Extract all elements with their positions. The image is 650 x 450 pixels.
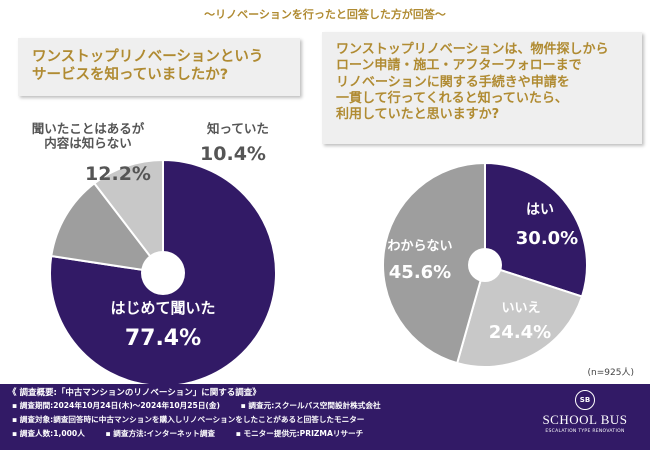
slice-label-1-2: 聞いたことはあるが内容は知らない xyxy=(32,121,145,151)
logo-tagline: ESCALATION TYPE RENOVATION xyxy=(545,429,625,434)
pie-slice-2-2 xyxy=(455,263,584,368)
pie-slice-1-3 xyxy=(92,158,164,276)
question-2-box: ワンストップリノベーションは、物件探しから ローン申請・施工・アフターフォローま… xyxy=(322,32,642,144)
survey-period: ▪ 調査期間:2024年10月24日(木)〜2024年10月25日(金) xyxy=(12,401,220,410)
slice-label-line: 内容は知らない xyxy=(44,136,132,151)
slice-value-2-1: 30.0% xyxy=(516,228,578,249)
slice-label-1-1: はじめて聞いた xyxy=(110,299,215,317)
footer-row: ▪ 調査期間:2024年10月24日(木)〜2024年10月25日(金) ▪ 調… xyxy=(12,400,399,411)
slice-label-2-2: いいえ xyxy=(501,301,540,316)
pie-slice-2-1 xyxy=(484,161,588,298)
logo-mark: SB xyxy=(575,390,595,410)
sample-size-note: (n=925人) xyxy=(587,368,634,378)
question-1-box: ワンストップリノベーションという サービスを知っていましたか? xyxy=(18,38,300,96)
pie-slice-1-1 xyxy=(49,158,277,387)
slice-value-2-2: 24.4% xyxy=(489,322,551,343)
school-bus-logo: SB SCHOOL BUS ESCALATION TYPE RENOVATION xyxy=(540,390,630,434)
footer-row: ▪ 調査人数:1,000人 ▪ 調査方法:インターネット調査 ▪ モニター提供元… xyxy=(12,428,381,439)
survey-method: ▪ 調査方法:インターネット調査 xyxy=(105,429,216,438)
slice-value-1-1: 77.4% xyxy=(125,326,201,351)
donut-chart-2: はい 30.0% いいえ 24.4% わからない 45.6% xyxy=(382,161,588,368)
survey-target: ▪ 調査対象:調査回答時に中古マンションを購入しリノベーションをしたことがあると… xyxy=(12,415,365,424)
survey-summary-footer: 《 調査概要:「中古マンションのリノベーション」に関する調査》 ▪ 調査期間:2… xyxy=(0,384,650,450)
donut-chart-1: はじめて聞いた 77.4% 聞いたことはあるが内容は知らない 12.2% 知っていた 10… xyxy=(32,121,277,387)
slice-label-2-3: わからない xyxy=(387,239,452,254)
survey-count: ▪ 調査人数:1,000人 xyxy=(12,429,85,438)
footer-title: 《 調査概要:「中古マンションのリノベーション」に関する調査》 xyxy=(8,388,261,398)
pie-slice-1-2 xyxy=(50,181,166,275)
survey-source: ▪ 調査元:スクールバス空間設計株式会社 xyxy=(240,401,381,410)
slice-label-line: 聞いたことはあるが xyxy=(32,121,145,136)
slice-label-2-1: はい xyxy=(526,202,554,218)
monitor-provider: ▪ モニター提供元:PRIZMAリサーチ xyxy=(235,429,364,438)
survey-subtitle: 〜リノベーションを行ったと回答した方が回答〜 xyxy=(204,8,446,21)
slice-value-1-3: 10.4% xyxy=(200,143,266,165)
donut-hole-1 xyxy=(141,251,185,295)
slice-label-1-3: 知っていた xyxy=(206,121,269,136)
pie-slice-2-3 xyxy=(382,161,486,365)
footer-row: ▪ 調査対象:調査回答時に中古マンションを購入しリノベーションをしたことがあると… xyxy=(12,414,382,425)
logo-name: SCHOOL BUS xyxy=(542,412,628,427)
donut-charts: はじめて聞いた 77.4% 聞いたことはあるが内容は知らない 12.2% 知っていた 10… xyxy=(32,121,588,387)
slice-value-1-2: 12.2% xyxy=(85,163,151,185)
slice-value-2-3: 45.6% xyxy=(389,262,451,283)
donut-hole-2 xyxy=(468,248,502,282)
